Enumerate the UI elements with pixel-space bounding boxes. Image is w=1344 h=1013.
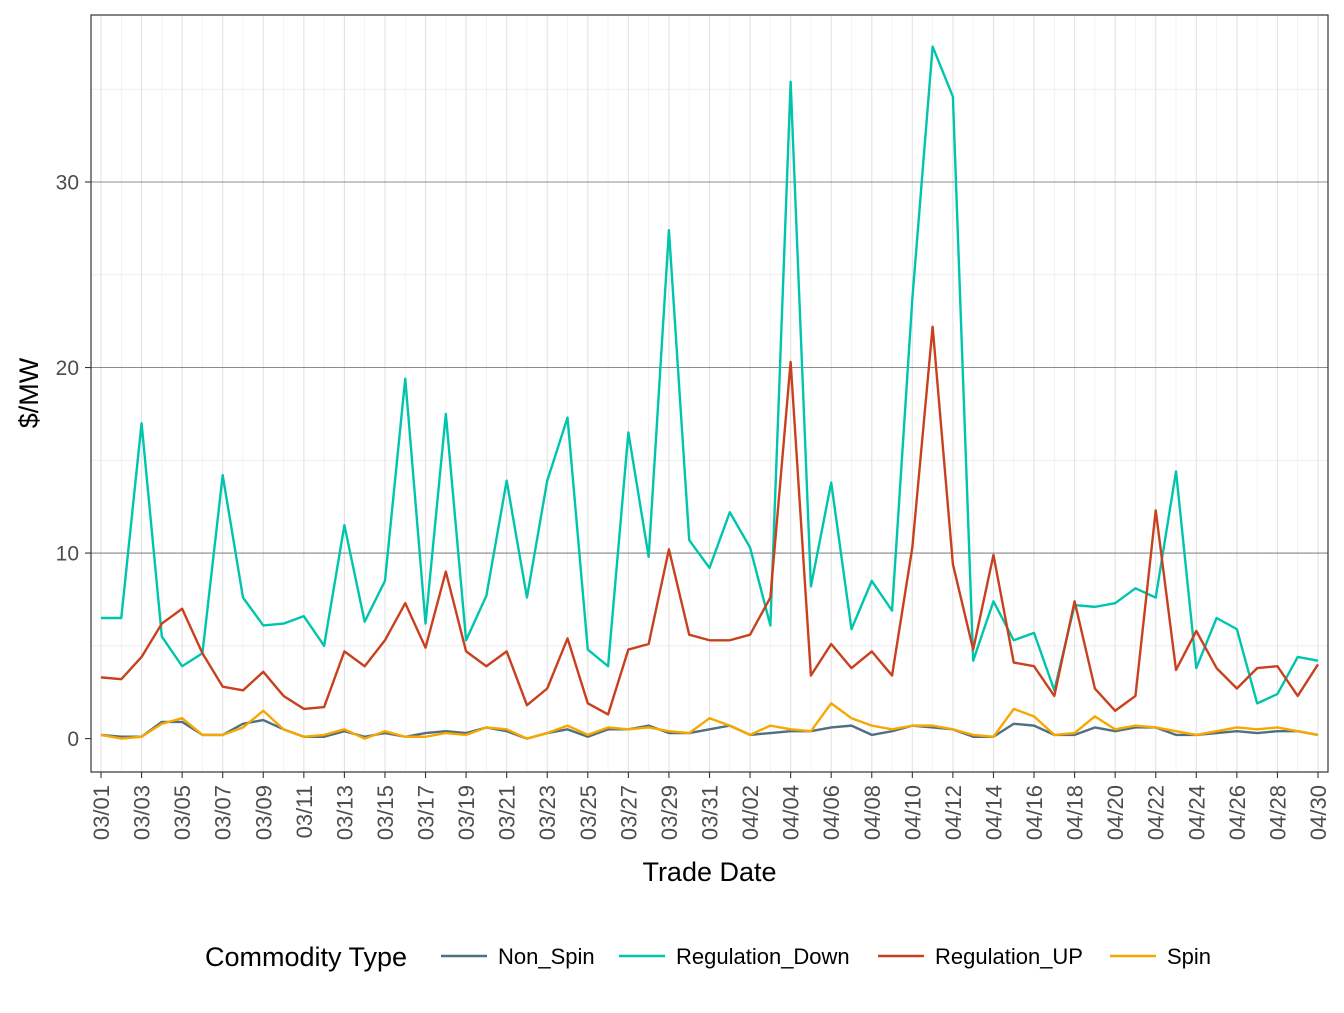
x-tick-label: 03/31	[698, 785, 723, 840]
x-tick-label: 03/13	[332, 785, 357, 840]
y-axis: 0 10 20 30	[56, 171, 91, 751]
x-tick-label: 03/21	[495, 785, 520, 840]
x-tick-label: 04/14	[981, 785, 1006, 840]
legend-label-non-spin: Non_Spin	[498, 944, 595, 969]
y-tick-label: 10	[56, 543, 79, 566]
x-tick-label: 04/24	[1184, 785, 1209, 840]
x-tick-label: 03/07	[211, 785, 236, 840]
legend-label-regulation-down: Regulation_Down	[676, 944, 850, 969]
x-tick-label: 04/26	[1225, 785, 1250, 840]
y-tick-label: 30	[56, 171, 79, 194]
y-tick-label: 20	[56, 357, 79, 380]
x-tick-label: 04/12	[941, 785, 966, 840]
legend-label-spin: Spin	[1167, 944, 1211, 969]
legend-label-regulation-up: Regulation_UP	[935, 944, 1083, 969]
series-line-spin	[100, 702, 1319, 740]
x-tick-label: 03/17	[414, 785, 439, 840]
x-tick-label: 03/09	[251, 785, 276, 840]
series-layer	[100, 45, 1320, 740]
grid-minor-lines	[91, 15, 1328, 772]
x-axis-title: Trade Date	[642, 857, 776, 887]
x-tick-label: 03/23	[535, 785, 560, 840]
x-tick-label: 04/06	[819, 785, 844, 840]
x-tick-label: 03/03	[130, 785, 155, 840]
series-line-regulation-down	[101, 45, 1319, 705]
y-axis-title: $/MW	[14, 357, 44, 428]
x-tick-label: 03/27	[616, 785, 641, 840]
x-tick-label: 04/18	[1063, 785, 1088, 840]
x-tick-label: 03/29	[657, 785, 682, 840]
grid-major-lines	[91, 181, 1328, 554]
x-tick-label: 03/01	[89, 785, 114, 840]
x-tick-label: 04/28	[1265, 785, 1290, 840]
x-tick-label: 04/04	[779, 785, 804, 840]
x-tick-label: 03/11	[292, 785, 317, 838]
x-tick-label: 03/25	[576, 785, 601, 840]
x-tick-label: 04/10	[900, 785, 925, 840]
series-line-regulation-up	[100, 325, 1320, 716]
x-tick-label: 03/19	[454, 785, 479, 840]
x-tick-label: 04/08	[860, 785, 885, 840]
y-tick-label: 0	[67, 728, 79, 751]
x-axis: 03/01 03/03 03/05 03/07 03/09 03/11 03/13 03/15…	[89, 772, 1331, 840]
x-tick-label: 03/05	[170, 785, 195, 840]
x-tick-label: 04/30	[1306, 785, 1331, 840]
x-tick-label: 04/02	[738, 785, 763, 840]
x-tick-label: 04/22	[1144, 785, 1169, 840]
x-tick-label: 04/20	[1103, 785, 1128, 840]
x-tick-label: 03/15	[373, 785, 398, 840]
x-tick-label: 04/16	[1022, 785, 1047, 840]
legend-title: Commodity Type	[205, 942, 407, 972]
legend: Commodity Type Non_Spin Regulation_Down Re…	[205, 942, 1211, 972]
legend-items: Non_Spin Regulation_Down Regulation_UP Spin	[441, 944, 1211, 969]
